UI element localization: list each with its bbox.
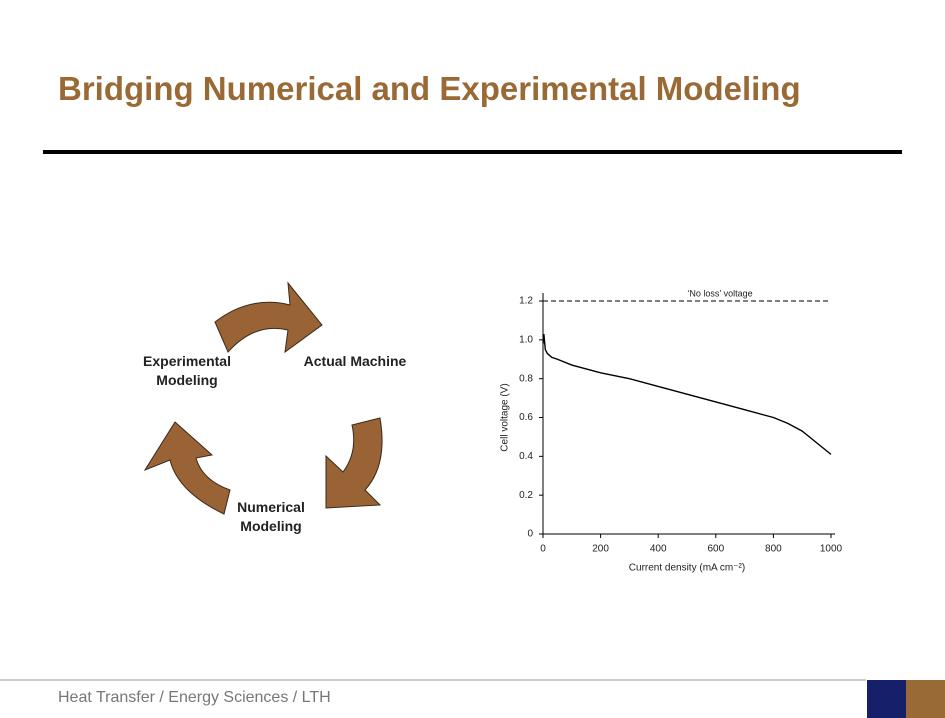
- y-tick-label: 0: [527, 529, 533, 540]
- blue-square: [867, 680, 906, 718]
- cycle-arrows: [143, 281, 383, 515]
- x-axis-label: Current density (mA cm⁻²): [629, 563, 745, 574]
- reference-label: ‘No loss’ voltage: [687, 288, 752, 298]
- cycle-node: Actual Machine: [303, 353, 407, 369]
- y-tick-label: 1.2: [519, 296, 533, 307]
- x-tick-label: 800: [765, 544, 782, 555]
- x-tick-label: 200: [592, 544, 609, 555]
- footer-text: Heat Transfer / Energy Sciences / LTH: [58, 689, 331, 706]
- brown-square: [906, 680, 945, 718]
- y-axis-label: Cell voltage (V): [500, 383, 511, 451]
- y-tick-label: 0.8: [519, 373, 533, 384]
- y-tick-label: 0.4: [519, 451, 533, 462]
- x-tick-label: 400: [650, 544, 667, 555]
- y-tick-label: 0.6: [519, 412, 533, 423]
- arrow: [325, 417, 383, 509]
- y-tick-label: 1.0: [519, 334, 533, 345]
- slide-title: Bridging Numerical and Experimental Mode…: [58, 70, 801, 107]
- x-tick-label: 600: [707, 544, 724, 555]
- arrow: [214, 281, 323, 354]
- x-tick-label: 1000: [820, 544, 843, 555]
- arrow: [143, 421, 231, 515]
- title-rule: [43, 150, 902, 154]
- curve: [542, 333, 832, 455]
- y-tick-label: 0.2: [519, 490, 533, 501]
- x-tick-label: 0: [540, 544, 546, 555]
- chart: 0 0.2 0.4 0.6 0.8 1.0 1.2 0 200 400 600 800 1000 Curr…: [500, 288, 843, 573]
- cycle-node: Numerical Modeling: [237, 499, 305, 534]
- cycle-node: Experimental Modeling: [143, 353, 231, 388]
